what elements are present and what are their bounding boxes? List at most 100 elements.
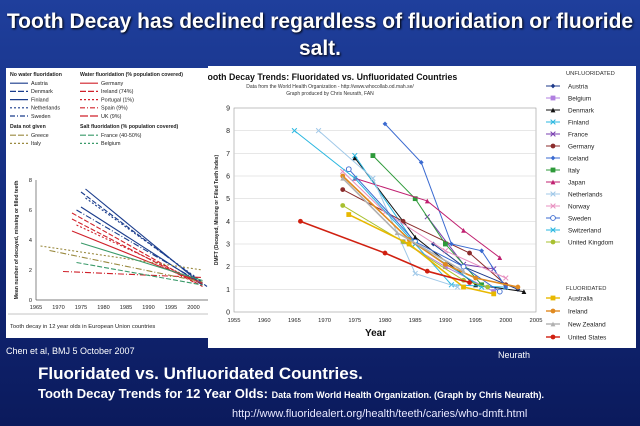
right-x-tick-label: 1975	[348, 318, 361, 324]
left-y-tick-label: 0	[29, 298, 32, 304]
right-point-norway	[503, 275, 509, 281]
right-x-tick-label: 1980	[379, 318, 392, 324]
right-point-sweden	[345, 166, 352, 173]
legend-marker-australia	[550, 295, 556, 301]
left-x-tick-label: 1975	[75, 305, 87, 311]
right-point-iceland	[479, 248, 485, 254]
legend-label-japan: Japan	[568, 180, 586, 187]
legend-label-france-40-50: France (40-50%)	[101, 133, 142, 139]
legend-group-heading: No water fluoridation	[10, 72, 62, 78]
legend-label-denmark: Denmark	[31, 89, 53, 95]
legend-marker-japan	[550, 179, 556, 185]
legend-marker-iceland	[550, 155, 556, 161]
left-y-tick-label: 2	[29, 268, 32, 274]
left-y-axis-label: Mean number of decayed, missing or fille…	[14, 181, 20, 300]
legend-marker-belgium	[550, 95, 556, 101]
right-point-japan	[461, 228, 466, 233]
right-point-denmark	[521, 289, 527, 294]
legend-marker-sweden	[550, 215, 556, 221]
legend-marker-netherlands	[550, 191, 556, 197]
legend-label-germany: Germany	[568, 144, 595, 151]
left-series-belgium	[76, 261, 203, 286]
left-y-tick-label: 6	[29, 208, 32, 214]
left-series-netherlands	[76, 209, 203, 284]
legend-group-heading: Data not given	[10, 124, 46, 130]
right-chart-panel: Tooth Decay Trends: Fluoridated vs. Unfl…	[203, 66, 636, 348]
legend-marker-germany	[550, 143, 556, 149]
left-x-tick-label: 1965	[30, 305, 42, 311]
legend-marker-united-states	[550, 334, 556, 340]
legend-label-sweden: Sweden	[31, 114, 50, 120]
legend-group-heading: Water fluoridation (% population covered…	[80, 72, 183, 78]
legend-marker-denmark	[550, 107, 556, 113]
right-point-australia	[346, 212, 352, 217]
right-point-italy	[370, 153, 376, 158]
legend-marker-finland	[550, 119, 556, 125]
right-point-ireland	[473, 275, 478, 281]
right-point-sweden	[496, 288, 503, 295]
right-point-united-states	[467, 280, 472, 285]
right-y-tick-label: 8	[226, 128, 230, 135]
left-x-tick-label: 2000	[187, 305, 199, 311]
legend-label-france: France	[568, 132, 588, 139]
left-x-tick-label: 1970	[52, 305, 64, 311]
right-x-tick-label: 1955	[228, 318, 241, 324]
legend-label-denmark: Denmark	[568, 108, 595, 115]
right-point-netherlands	[315, 127, 322, 134]
legend-label-italy: Italy	[568, 168, 581, 175]
legend-label-iceland: Iceland	[568, 156, 589, 163]
right-point-new-zealand	[340, 175, 346, 181]
right-y-tick-label: 3	[226, 242, 230, 249]
legend-label-italy: Italy	[31, 141, 41, 147]
right-y-axis-label: DMFT (Decayed, Missing or Filled Teeth I…	[214, 155, 220, 266]
right-source-credit: Neurath	[498, 350, 531, 360]
right-point-united-states	[298, 218, 303, 224]
legend-marker-norway	[550, 203, 556, 209]
right-point-norway	[442, 248, 449, 254]
right-point-austria	[430, 241, 436, 247]
source-url-link[interactable]: http://www.fluoridealert.org/health/teet…	[232, 408, 528, 420]
right-x-tick-label: 1995	[469, 318, 482, 324]
right-point-united-states	[424, 268, 430, 274]
left-source-credit: Chen et al, BMJ 5 October 2007	[6, 346, 135, 356]
right-plot-area	[233, 107, 537, 313]
right-x-tick-label: 2000	[499, 318, 512, 324]
left-y-tick-label: 8	[29, 178, 32, 184]
right-point-japan	[497, 255, 503, 260]
legend-label-netherlands: Netherlands	[568, 192, 602, 199]
left-x-tick-label: 1995	[165, 305, 177, 311]
legend-label-greece: Greece	[31, 133, 49, 139]
left-series-uk-9	[71, 212, 203, 287]
left-x-tick-label: 1990	[142, 305, 154, 311]
right-point-japan	[424, 198, 430, 204]
right-point-ireland	[515, 284, 521, 290]
right-chart-subtitle-2: Graph produced by Chris Neurath, FAN	[286, 91, 374, 97]
right-x-tick-label: 1970	[318, 318, 331, 324]
legend-label-belgium: Belgium	[568, 96, 591, 103]
left-chart: No water fluoridation Austria Denmark Finla…	[8, 72, 224, 330]
legend-heading-fluoridated: FLUORIDATED	[566, 286, 606, 292]
right-point-switzerland	[291, 127, 298, 134]
left-chart-panel: No water fluoridation Austria Denmark Finla…	[6, 68, 226, 338]
legend-label-austria: Austria	[568, 84, 588, 91]
right-x-tick-label: 1985	[409, 318, 422, 324]
legend-label-portugal-1: Portugal (1%)	[101, 97, 134, 103]
right-point-netherlands	[454, 284, 461, 290]
right-point-switzerland	[352, 175, 358, 182]
right-y-tick-label: 5	[226, 196, 230, 203]
legend-marker-italy	[550, 167, 556, 173]
right-point-australia	[461, 284, 466, 290]
right-point-netherlands	[370, 175, 376, 182]
right-point-ireland	[443, 262, 448, 267]
left-series-finland	[85, 197, 203, 283]
right-series-finland	[354, 155, 506, 288]
right-y-tick-label: 7	[226, 151, 230, 158]
right-point-netherlands	[412, 270, 418, 277]
right-point-italy	[443, 241, 448, 247]
right-point-united-states	[382, 250, 388, 256]
left-series-france-40-50	[80, 242, 203, 282]
right-point-iceland	[449, 241, 454, 247]
legend-label-switzerland: Switzerland	[568, 228, 601, 235]
legend-label-netherlands: Netherlands	[31, 106, 60, 112]
right-series-norway	[342, 171, 507, 279]
